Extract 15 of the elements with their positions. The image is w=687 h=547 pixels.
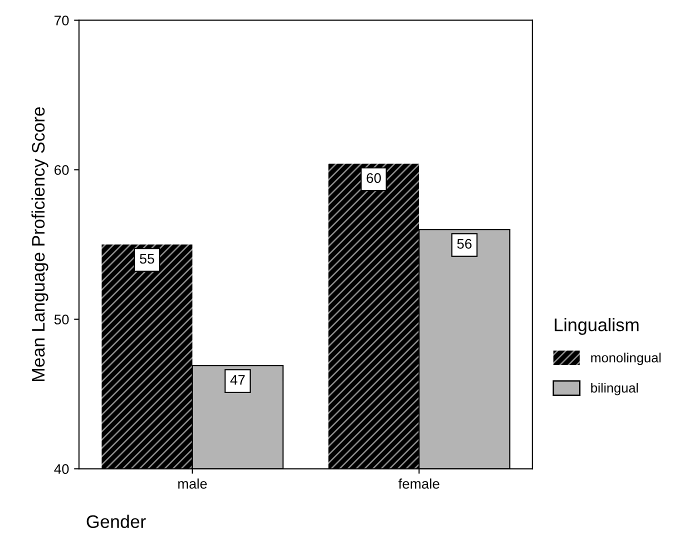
y-tick-label: 60 [54,165,69,175]
y-tick-label: 70 [54,16,69,26]
x-tick-label: male [178,478,207,489]
data-label: 56 [457,238,472,249]
legend-title: Lingualism [554,318,638,335]
data-label: 60 [366,173,381,183]
x-axis-title: Gender [86,514,146,528]
data-label: 47 [230,375,245,385]
data-label: 55 [140,254,154,264]
y-axis-title: Mean Language Proficiency Score [31,107,48,382]
legend-label: bilingual [591,382,638,396]
y-tick-label: 50 [54,314,69,324]
x-tick-label: female [398,478,440,489]
y-tick-label: 40 [54,464,69,474]
legend-label: monolingual [591,352,661,366]
